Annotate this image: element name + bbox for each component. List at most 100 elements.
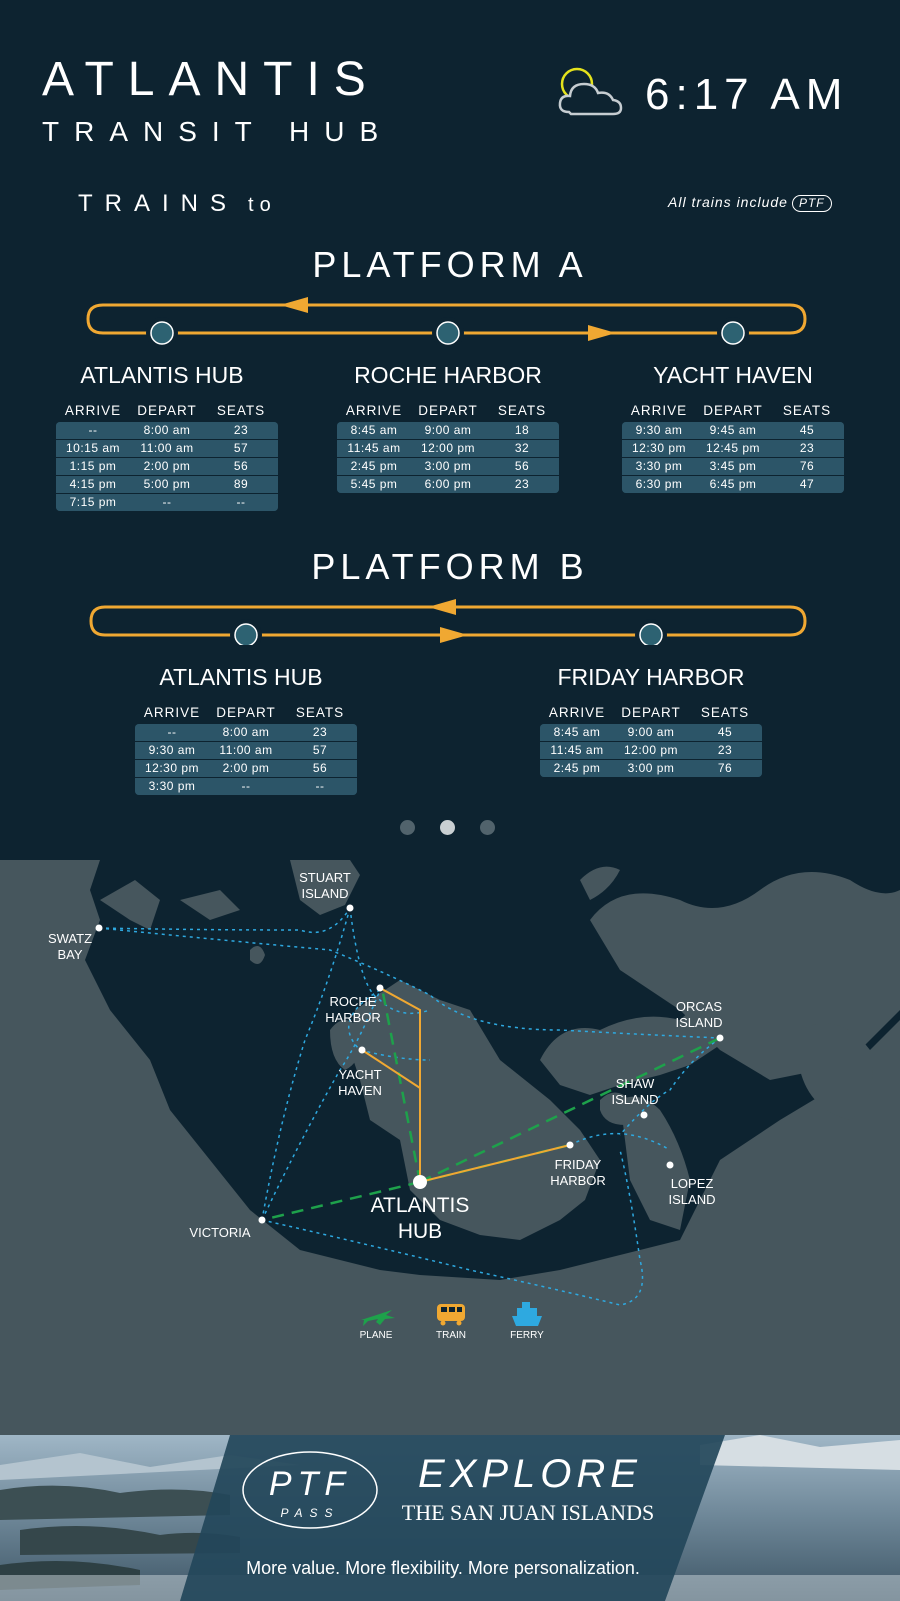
table-cell: 45	[717, 725, 733, 739]
map-label-swatz-1: SWATZ	[48, 931, 92, 946]
table-cell: 11:00 am	[140, 441, 194, 455]
table-cell: 5:00 pm	[143, 477, 191, 491]
banner-tagline: More value. More flexibility. More perso…	[246, 1558, 640, 1578]
table-cell: 23	[312, 725, 328, 739]
table-cell: 9:45 am	[709, 423, 757, 437]
column-header: SEATS	[295, 705, 345, 720]
table-row: 11:45 am 12:00 pm 23	[540, 742, 762, 760]
table-cell: 6:30 pm	[635, 477, 683, 491]
table-row: 9:30 am 11:00 am 57	[135, 742, 357, 760]
promo-banner[interactable]: PTF PASS EXPLORE THE SAN JUAN ISLANDS Mo…	[0, 1435, 900, 1601]
map-label-lopez-2: ISLAND	[669, 1192, 716, 1207]
table-cell: 18	[514, 423, 530, 437]
table-cell: 56	[312, 761, 328, 775]
map-stops	[95, 904, 724, 1224]
table-cell: 76	[799, 459, 815, 473]
banner-headline: EXPLORE	[418, 1452, 642, 1496]
table-row: 3:30 pm 3:45 pm 76	[622, 458, 844, 476]
table-cell: 57	[233, 441, 249, 455]
column-header: SEATS	[497, 403, 547, 418]
table-row: -- 8:00 am 23	[56, 422, 278, 440]
map-label-friday-1: FRIDAY	[555, 1157, 602, 1172]
table-cell: 12:45 pm	[705, 441, 761, 455]
table-cell: --	[162, 495, 172, 509]
table-cell: 8:45 am	[350, 423, 398, 437]
table-cell: 9:00 am	[424, 423, 472, 437]
table-cell: 9:30 am	[148, 743, 196, 757]
table-cell: 12:00 pm	[420, 441, 476, 455]
page-indicator	[400, 820, 495, 835]
map-label-roche-2: HARBOR	[325, 1010, 381, 1025]
table-row: 12:30 pm 12:45 pm 23	[622, 440, 844, 458]
schedule-header: ARRIVE DEPART SEATS	[337, 403, 559, 418]
table-cell: --	[241, 779, 251, 793]
table-cell: 2:00 pm	[143, 459, 191, 473]
ptf-badge: PTF	[791, 195, 832, 212]
column-header: ARRIVE	[630, 403, 688, 418]
page-dot[interactable]	[400, 820, 415, 835]
table-row: 9:30 am 9:45 am 45	[622, 422, 844, 440]
table-cell: 76	[717, 761, 733, 775]
column-header: SEATS	[700, 705, 750, 720]
map-label-hub-1: ATLANTIS	[371, 1194, 470, 1217]
plane-icon	[361, 1310, 395, 1326]
table-row: 12:30 pm 2:00 pm 56	[135, 760, 357, 778]
table-cell: 2:45 pm	[553, 761, 601, 775]
table-cell: 56	[233, 459, 249, 473]
table-cell: 23	[717, 743, 733, 757]
land-masses	[0, 860, 900, 1435]
table-cell: 4:15 pm	[69, 477, 117, 491]
column-header: ARRIVE	[345, 403, 403, 418]
ferry-routes	[98, 907, 721, 1306]
partly-cloudy-icon	[558, 67, 623, 116]
schedule-body: -- 8:00 am 23 10:15 am 11:00 am 57 1:15 pm 2:…	[56, 422, 278, 511]
map-label-orcas-2: ISLAND	[676, 1015, 723, 1030]
app-title: ATLANTIS	[42, 53, 380, 106]
trains-heading-suffix: to	[248, 194, 277, 216]
trains-heading-text: TRAINS	[78, 190, 239, 217]
column-header: SEATS	[216, 403, 266, 418]
map-label-stuart-2: ISLAND	[302, 886, 349, 901]
map-label-friday-2: HARBOR	[550, 1173, 606, 1188]
legend-ferry: FERRY	[510, 1330, 544, 1341]
schedule-header: ARRIVE DEPART SEATS	[135, 705, 357, 720]
table-row: 2:45 pm 3:00 pm 76	[540, 760, 762, 777]
table-cell: --	[167, 725, 177, 739]
trains-heading: TRAINS to	[78, 190, 277, 218]
schedule-table: ARRIVE DEPART SEATS -- 8:00 am 23 10:15 am 11…	[56, 403, 278, 511]
legend-plane: PLANE	[360, 1330, 393, 1341]
column-header: ARRIVE	[143, 705, 201, 720]
table-cell: 9:00 am	[627, 725, 675, 739]
page-dot-active[interactable]	[440, 820, 455, 835]
column-header: SEATS	[782, 403, 832, 418]
ptf-pass-badge: PTF	[269, 1465, 351, 1503]
page-dot[interactable]	[480, 820, 495, 835]
station-name: FRIDAY HARBOR	[557, 664, 745, 690]
table-cell: 12:00 pm	[623, 743, 679, 757]
table-cell: 8:00 am	[143, 423, 191, 437]
schedule-body: 8:45 am 9:00 am 18 11:45 am 12:00 pm 32 2:45…	[337, 422, 559, 493]
table-row: 10:15 am 11:00 am 57	[56, 440, 278, 458]
ptf-pass-badge-sub: PASS	[280, 1506, 339, 1520]
schedule-header: ARRIVE DEPART SEATS	[622, 403, 844, 418]
map-label-roche-1: ROCHE	[330, 994, 377, 1009]
column-header: DEPART	[137, 403, 197, 418]
table-cell: 12:30 pm	[144, 761, 200, 775]
table-cell: 3:30 pm	[148, 779, 196, 793]
table-cell: 32	[514, 441, 530, 455]
column-header: DEPART	[418, 403, 478, 418]
table-cell: 7:15 pm	[69, 495, 117, 509]
map-label-victoria: VICTORIA	[189, 1225, 250, 1240]
table-cell: 47	[799, 477, 815, 491]
table-cell: 11:00 am	[219, 743, 273, 757]
ptf-pass-badge-outline	[242, 1451, 378, 1529]
column-header: DEPART	[703, 403, 763, 418]
schedule-header: ARRIVE DEPART SEATS	[540, 705, 762, 720]
clock: 6:17 AM	[645, 70, 849, 119]
table-cell: 11:45 am	[347, 441, 401, 455]
table-cell: 3:00 pm	[424, 459, 472, 473]
table-cell: 23	[514, 477, 530, 491]
column-header: DEPART	[216, 705, 276, 720]
schedule-body: 9:30 am 9:45 am 45 12:30 pm 12:45 pm 23 3:30…	[622, 422, 844, 493]
table-cell: 10:15 am	[65, 441, 121, 455]
